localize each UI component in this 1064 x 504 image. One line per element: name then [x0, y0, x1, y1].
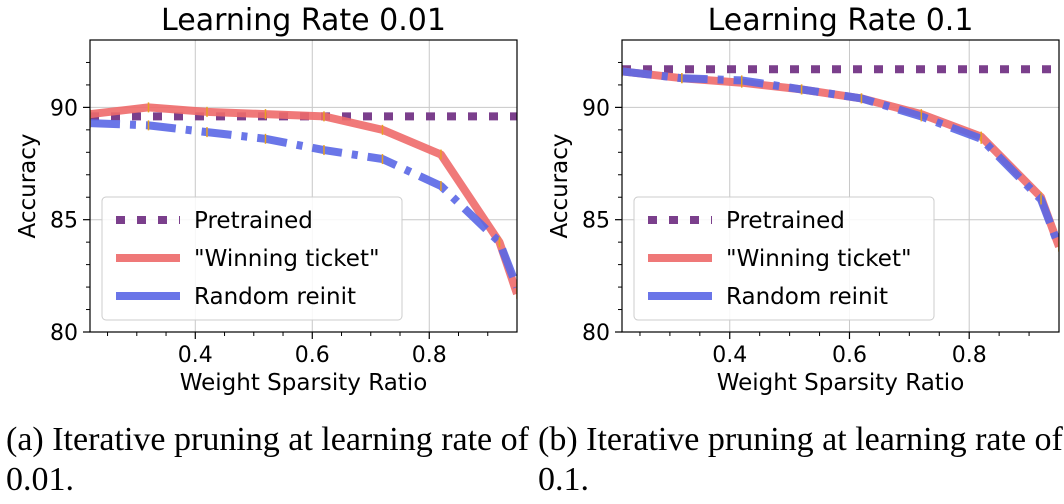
chart-title: Learning Rate 0.1 [708, 3, 974, 38]
y-axis-label: Accuracy [15, 133, 41, 238]
legend-label: "Winning ticket" [194, 246, 380, 272]
series-group [622, 65, 1059, 252]
x-tick-label: 0.8 [412, 343, 447, 368]
legend: Pretrained "Winning ticket" Random reinit [101, 196, 403, 321]
legend-label: Random reinit [726, 284, 888, 310]
x-axis-label: Weight Sparsity Ratio [180, 370, 428, 396]
y-tick-label: 80 [50, 321, 78, 346]
legend-label: Pretrained [194, 208, 313, 234]
x-tick-label: 0.6 [832, 343, 867, 368]
series-group [90, 102, 517, 299]
legend-label: "Winning ticket" [726, 246, 912, 272]
x-axis-label: Weight Sparsity Ratio [717, 370, 965, 396]
caption-a: (a) Iterative pruning at learning rate o… [6, 421, 529, 498]
y-axis-label: Accuracy [547, 133, 573, 238]
y-tick-label: 90 [50, 96, 78, 121]
chart-title: Learning Rate 0.01 [161, 3, 446, 38]
legend-box [101, 196, 403, 321]
x-tick-label: 0.8 [952, 343, 987, 368]
caption-b: (b) Iterative pruning at learning rate o… [538, 421, 1063, 498]
plot-frame [89, 39, 518, 333]
y-tick-label: 90 [582, 96, 610, 121]
chart-a: 0.4 0.6 0.8 80 85 90 Learning Rate 0.01 Weight … [15, 3, 518, 396]
x-tick-label: 0.4 [178, 343, 213, 368]
legend: Pretrained "Winning ticket" Random reinit [633, 196, 935, 321]
y-tick-label: 85 [50, 209, 78, 234]
plot-frame [621, 39, 1060, 333]
chart-b: 0.4 0.6 0.8 80 85 90 Learning Rate 0.1 Weight S… [547, 3, 1060, 396]
legend-label: Random reinit [194, 284, 356, 310]
legend-box [633, 196, 935, 321]
x-tick-label: 0.6 [295, 343, 330, 368]
x-tick-label: 0.4 [712, 343, 747, 368]
legend-label: Pretrained [726, 208, 845, 234]
figure: 0.4 0.6 0.8 80 85 90 Learning Rate 0.01 Weight … [15, 3, 1060, 396]
y-tick-label: 85 [582, 209, 610, 234]
y-tick-label: 80 [582, 321, 610, 346]
